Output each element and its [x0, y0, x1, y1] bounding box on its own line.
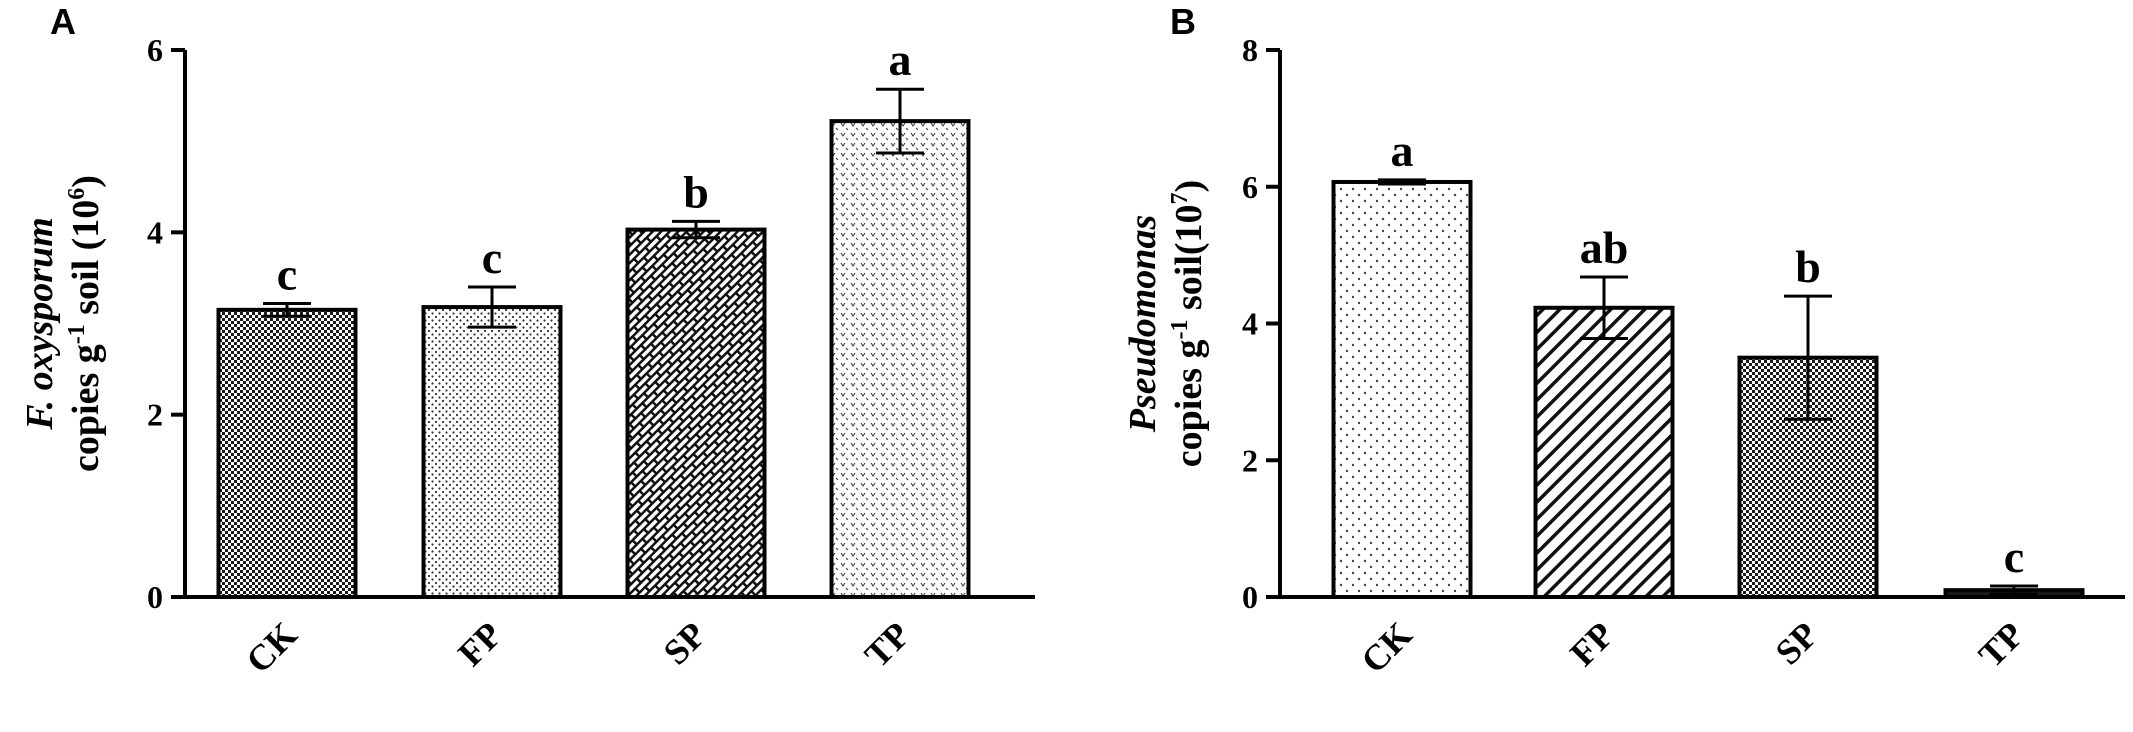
y-axis-title-b-line1: Pseudomonas — [1122, 215, 1164, 433]
bar-a-tp — [829, 119, 971, 600]
y-tick-label-a-6: 6 — [147, 32, 163, 68]
x-tick-label-a-tp: TP — [857, 614, 918, 675]
y-tick-label-b-0: 0 — [1242, 579, 1258, 615]
x-tick-label-a-ck: CK — [238, 614, 304, 680]
x-tick-label-b-sp: SP — [1768, 614, 1826, 672]
bar-a-fp — [421, 305, 563, 599]
significance-label-b-fp: ab — [1580, 222, 1629, 273]
y-tick-label-b-8: 8 — [1242, 32, 1258, 68]
x-tick-label-b-fp: FP — [1562, 614, 1621, 673]
significance-label-b-ck: a — [1391, 125, 1414, 176]
y-tick-label-b-4: 4 — [1242, 306, 1258, 342]
significance-label-a-fp: c — [482, 232, 502, 283]
panel-label-b: B — [1170, 1, 1196, 42]
significance-label-a-ck: c — [277, 248, 297, 299]
y-tick-label-a-2: 2 — [147, 397, 163, 433]
y-tick-label-a-0: 0 — [147, 579, 163, 615]
y-tick-label-b-2: 2 — [1242, 442, 1258, 478]
significance-label-b-tp: c — [2004, 531, 2024, 582]
y-tick-label-a-4: 4 — [147, 214, 163, 250]
significance-label-a-tp: a — [889, 34, 912, 85]
panel-b: 0 2 4 6 8 a CK ab FP b SP c TP Pseudomonas copies g-1 … — [1122, 32, 2125, 681]
panel-a: 0 2 4 6 c CK c FP b SP a TP F. oxysporum copies g-1 s… — [19, 32, 1035, 681]
y-axis-title-a-line1: F. oxysporum — [19, 217, 61, 431]
bar-b-ck — [1331, 179, 1473, 599]
bar-a-ck — [216, 307, 358, 599]
y-axis-title-a-line2: copies g-1 soil (106) — [64, 175, 107, 472]
significance-label-b-sp: b — [1795, 241, 1821, 292]
bar-b-fp — [1533, 305, 1675, 599]
x-tick-label-a-sp: SP — [656, 614, 714, 672]
x-tick-label-a-fp: FP — [450, 614, 509, 673]
x-tick-label-b-tp: TP — [1971, 614, 2032, 675]
y-axis-title-b-line2: copies g-1 soil(107) — [1167, 180, 1210, 467]
y-tick-label-b-6: 6 — [1242, 169, 1258, 205]
significance-label-a-sp: b — [683, 166, 709, 217]
panel-label-a: A — [50, 1, 76, 42]
bar-a-sp — [625, 227, 767, 599]
x-tick-label-b-ck: CK — [1353, 614, 1419, 680]
